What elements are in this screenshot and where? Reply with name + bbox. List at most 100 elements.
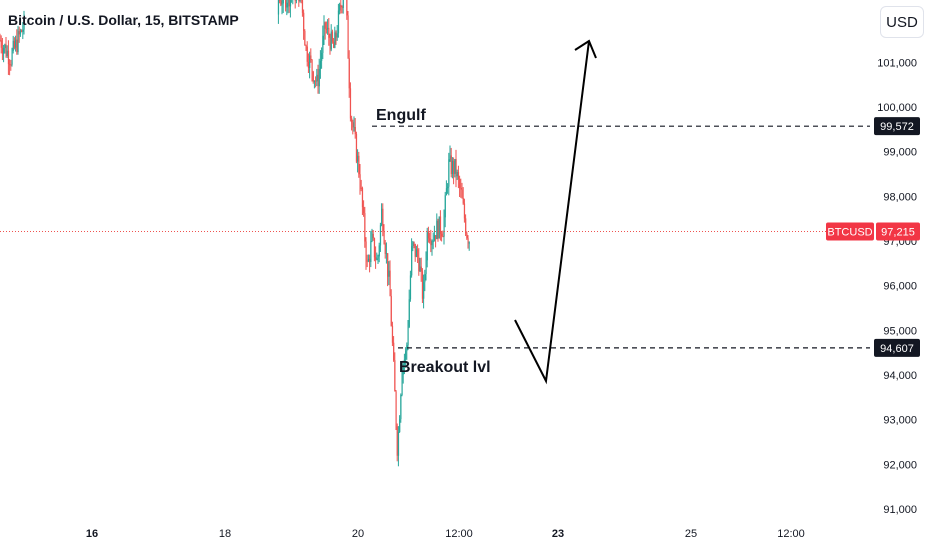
y-tick-label: 100,000 (877, 102, 917, 114)
candle-body (369, 259, 370, 262)
candle-body (308, 62, 309, 68)
candle-body (354, 127, 355, 128)
candle-body (399, 419, 400, 432)
candle-body (378, 256, 379, 258)
candle-body (2, 48, 3, 54)
candle-body (414, 242, 415, 244)
y-tick-label: 94,000 (883, 370, 917, 382)
candle-body (307, 47, 308, 62)
annotation-engulf: Engulf (376, 107, 426, 124)
candle-body (13, 41, 14, 51)
candle-body (282, 3, 283, 4)
candle-body (463, 198, 464, 203)
candle-body (468, 238, 469, 243)
y-tick-label: 95,000 (883, 325, 917, 337)
candle-body (392, 326, 393, 343)
candle-body (319, 69, 320, 86)
candle-body (418, 257, 419, 271)
candle-body (391, 296, 392, 326)
candle-body (394, 360, 395, 391)
candle-body (346, 0, 347, 15)
candle-body (432, 242, 433, 245)
candle-body (340, 5, 341, 8)
candle-body (402, 374, 403, 395)
candle-body (330, 38, 331, 50)
candle-body (442, 236, 443, 237)
candle-body (387, 253, 388, 277)
candle-body (458, 172, 459, 179)
candle-body (309, 55, 310, 67)
candle-body (444, 217, 445, 236)
candle-body (435, 235, 436, 239)
currency-button[interactable]: USD (880, 6, 924, 38)
candle-body (312, 60, 313, 72)
candle-body (280, 0, 281, 4)
candle-body (384, 231, 385, 243)
candle-body (296, 0, 297, 1)
candle-body (351, 118, 352, 122)
candle-body (313, 72, 314, 82)
candle-body (295, 0, 296, 1)
candle-body (441, 234, 442, 236)
candle-body (314, 81, 315, 82)
candle-body (288, 0, 289, 3)
candle-body (20, 30, 21, 34)
candle-body (452, 161, 453, 174)
y-tick-label: 92,000 (883, 459, 917, 471)
candle-body (380, 225, 381, 245)
candle-body (360, 174, 361, 188)
candle-body (324, 22, 325, 35)
candle-body (438, 221, 439, 239)
candle-body (15, 40, 16, 48)
candle-body (417, 249, 418, 256)
y-tick-label: 101,000 (877, 57, 917, 69)
candle-body (427, 232, 428, 261)
candle-body (290, 0, 291, 6)
candle-body (9, 64, 10, 65)
candle-body (450, 155, 451, 159)
candle-body (366, 241, 367, 260)
candle-body (334, 32, 335, 47)
candle-body (343, 0, 344, 8)
y-tick-label: 99,000 (883, 147, 917, 159)
y-tick-label: 91,000 (883, 504, 917, 516)
x-tick-label: 25 (685, 528, 697, 540)
candle-body (379, 245, 380, 256)
candle-body (8, 51, 9, 64)
candle-body (368, 259, 369, 261)
candle-body (408, 327, 409, 345)
candle-body (289, 0, 290, 6)
candle-body (416, 249, 417, 256)
candle-body (390, 271, 391, 296)
candle-body (6, 45, 7, 56)
candle-body (396, 391, 397, 426)
x-tick-label: 20 (352, 528, 364, 540)
candle-body (464, 204, 465, 219)
candle-body (300, 0, 301, 1)
candle-body (279, 0, 280, 1)
candle-body (398, 432, 399, 456)
candle-body (367, 261, 368, 262)
current-price-label: 97,215 (881, 226, 915, 238)
candle-body (332, 32, 333, 42)
candle-body (411, 246, 412, 275)
candle-body (361, 188, 362, 189)
candle-body (434, 235, 435, 240)
candle-body (423, 282, 424, 298)
candle-body (18, 31, 19, 52)
x-tick-label: 16 (86, 528, 98, 540)
level-price-label: 94,607 (880, 343, 914, 355)
candle-body (400, 395, 401, 419)
candle-body (439, 217, 440, 239)
candle-body (325, 22, 326, 28)
candle-body (424, 274, 425, 282)
candle-body (381, 209, 382, 225)
candle-body (342, 7, 343, 8)
candle-body (412, 242, 413, 246)
candle-body (454, 159, 455, 174)
candle-body (469, 242, 470, 243)
candle-body (363, 207, 364, 213)
candle-body (4, 45, 5, 49)
